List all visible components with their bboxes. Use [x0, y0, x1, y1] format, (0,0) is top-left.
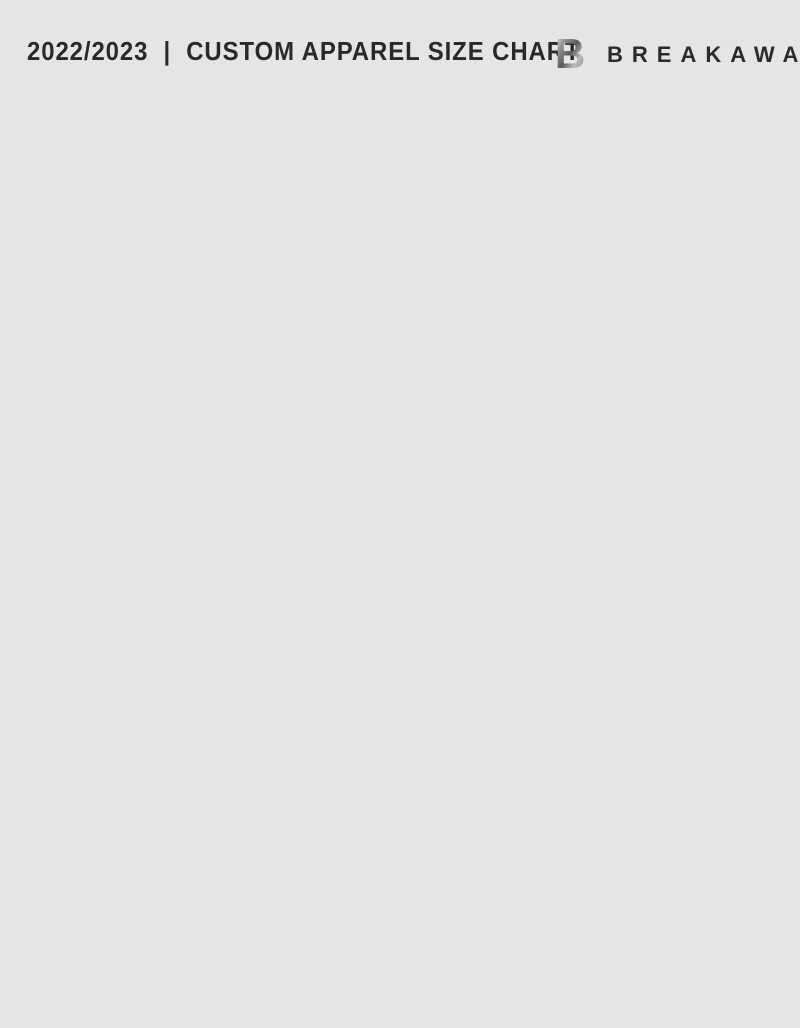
svg-text:B: B	[555, 32, 585, 77]
